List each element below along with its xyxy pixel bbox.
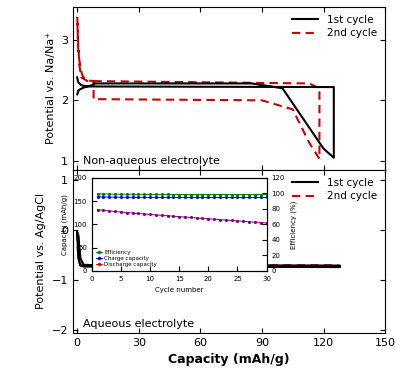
Efficiency [165, 192, 170, 197]
Efficiency [118, 192, 123, 197]
Efficiency [130, 192, 135, 197]
Y-axis label: Potential vs. Na/Na⁺: Potential vs. Na/Na⁺ [45, 32, 56, 144]
Efficiency [258, 192, 263, 197]
Efficiency [124, 192, 129, 197]
Efficiency [101, 192, 106, 196]
Efficiency [247, 192, 252, 197]
Efficiency [142, 192, 147, 197]
Line: Efficiency: Efficiency [96, 192, 268, 196]
Legend: 1st cycle, 2nd cycle: 1st cycle, 2nd cycle [289, 175, 380, 204]
Efficiency [148, 192, 152, 197]
Efficiency [241, 192, 246, 197]
Efficiency [194, 192, 199, 197]
Efficiency [224, 192, 228, 197]
Legend: 1st cycle, 2nd cycle: 1st cycle, 2nd cycle [289, 12, 380, 41]
Y-axis label: Efficiency (%): Efficiency (%) [290, 200, 297, 249]
Efficiency [235, 192, 240, 197]
Efficiency [95, 191, 100, 196]
Efficiency [177, 192, 182, 197]
Efficiency [154, 192, 158, 197]
Efficiency [218, 192, 222, 197]
Text: Non-aqueous electrolyte: Non-aqueous electrolyte [83, 156, 220, 165]
Text: Aqueous electrolyte: Aqueous electrolyte [83, 319, 194, 329]
Efficiency [212, 192, 216, 197]
Efficiency [229, 192, 234, 197]
Efficiency [113, 192, 117, 196]
Efficiency [188, 192, 193, 197]
Efficiency [206, 192, 211, 197]
Efficiency [200, 192, 205, 197]
Efficiency [136, 192, 141, 197]
Efficiency [171, 192, 176, 197]
Efficiency [264, 192, 269, 197]
Efficiency [107, 192, 112, 196]
Efficiency [252, 192, 257, 197]
Y-axis label: Potential vs. Ag/AgCl: Potential vs. Ag/AgCl [36, 193, 46, 309]
Efficiency [182, 192, 187, 197]
X-axis label: Capacity (mAh/g): Capacity (mAh/g) [168, 353, 290, 366]
Efficiency [159, 192, 164, 197]
